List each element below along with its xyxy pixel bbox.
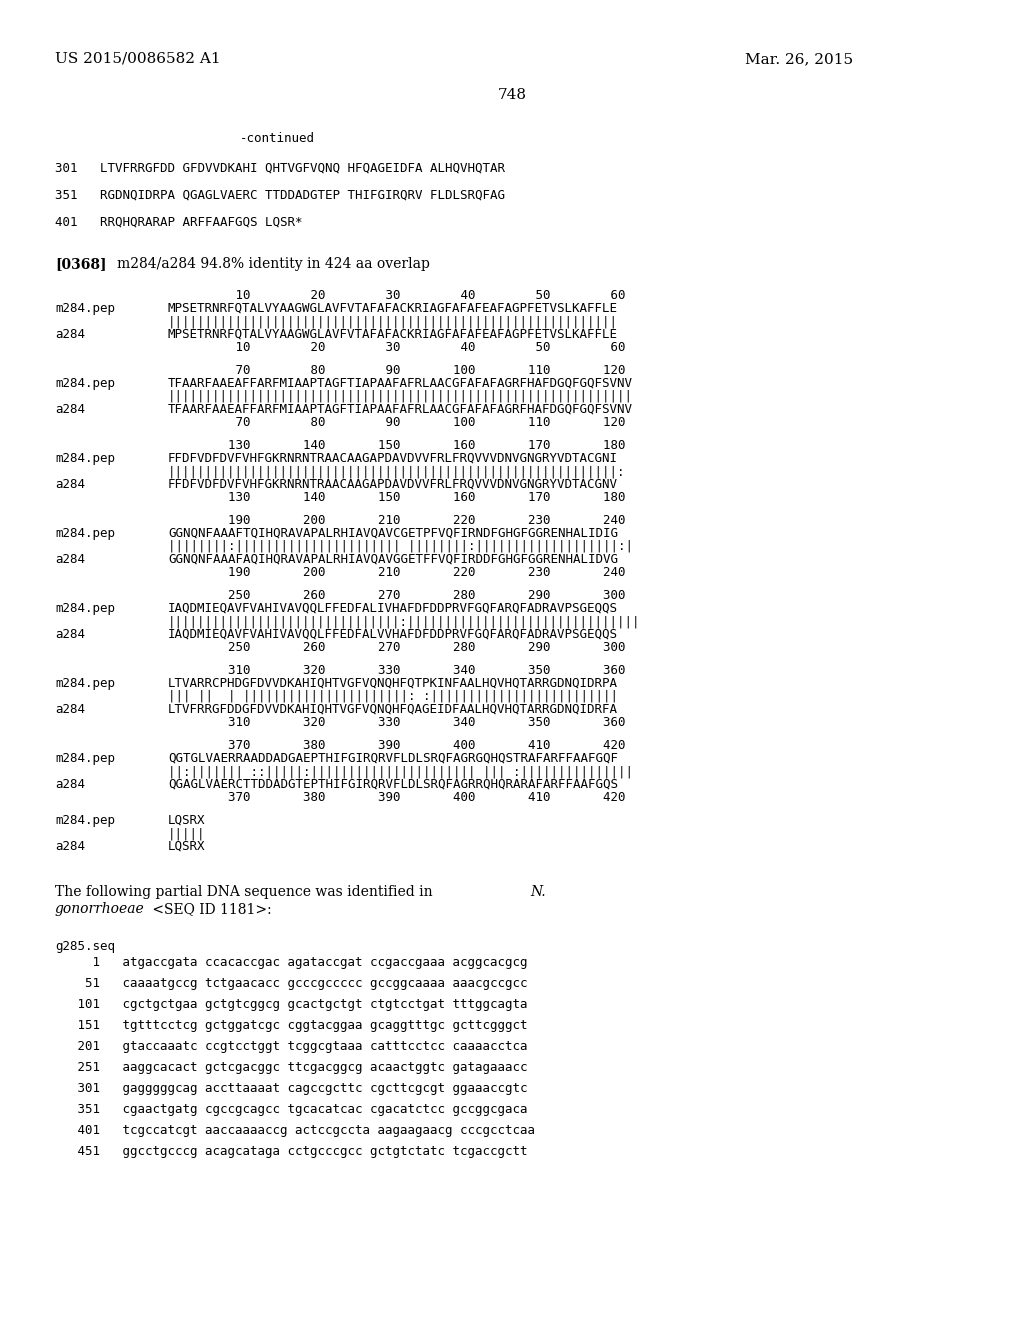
Text: m284.pep: m284.pep (55, 527, 115, 540)
Text: US 2015/0086582 A1: US 2015/0086582 A1 (55, 51, 220, 66)
Text: 250       260       270       280       290       300: 250 260 270 280 290 300 (168, 589, 626, 602)
Text: |||||: ||||| (168, 828, 206, 840)
Text: The following partial DNA sequence was identified in: The following partial DNA sequence was i… (55, 884, 437, 899)
Text: ||||||||:|||||||||||||||||||||| ||||||||:|||||||||||||||||||:|: ||||||||:|||||||||||||||||||||| ||||||||… (168, 540, 633, 553)
Text: TFAARFAAEAFFARFMIAAPTAGFTIAPAAFAFRLAACGFAFAFAGRFHAFDGQFGQFSVNV: TFAARFAAEAFFARFMIAAPTAGFTIAPAAFAFRLAACGF… (168, 403, 633, 416)
Text: a284: a284 (55, 403, 85, 416)
Text: 251   aaggcacact gctcgacggc ttcgacggcg acaactggtc gatagaaacc: 251 aaggcacact gctcgacggc ttcgacggcg aca… (55, 1061, 527, 1074)
Text: LTVFRRGFDDGFDVVDKAHIQHTVGFVQNQHFQAGEIDFAALHQVHQTARRGDNQIDRFA: LTVFRRGFDDGFDVVDKAHIQHTVGFVQNQHFQAGEIDFA… (168, 704, 618, 715)
Text: QGAGLVAERCTTDDADGTEPTHIFGIRQRVFLDLSRQFAGRRQHQRARAFARFFAAFGQS: QGAGLVAERCTTDDADGTEPTHIFGIRQRVFLDLSRQFAG… (168, 777, 618, 791)
Text: a284: a284 (55, 704, 85, 715)
Text: QGTGLVAERRAADDADGAEPTHIFGIRQRVFLDLSRQFAGRGQHQSTRAFARFFAAFGQF: QGTGLVAERRAADDADGAEPTHIFGIRQRVFLDLSRQFAG… (168, 752, 618, 766)
Text: ||| ||  | ||||||||||||||||||||||: :|||||||||||||||||||||||||: ||| || | ||||||||||||||||||||||: :||||||… (168, 690, 618, 704)
Text: 130       140       150       160       170       180: 130 140 150 160 170 180 (168, 491, 626, 504)
Text: IAQDMIEQAVFVAHIVAVQQLFFEDFALVVHAFDFDDPRVFGQFARQFADRAVPSGEQQS: IAQDMIEQAVFVAHIVAVQQLFFEDFALVVHAFDFDDPRV… (168, 628, 618, 642)
Text: 401   RRQHQRARAP ARFFAAFGQS LQSR*: 401 RRQHQRARAP ARFFAAFGQS LQSR* (55, 216, 302, 228)
Text: GGNQNFAAAFAQIHQRAVAPALRHIAVQAVGGETFFVQFIRDDFGHGFGGRENHALIDVG: GGNQNFAAAFAQIHQRAVAPALRHIAVQAVGGETFFVQFI… (168, 553, 618, 566)
Text: GGNQNFAAAFTQIHQRAVAPALRHIAVQAVCGETPFVQFIRNDFGHGFGGRENHALIDIG: GGNQNFAAAFTQIHQRAVAPALRHIAVQAVCGETPFVQFI… (168, 527, 618, 540)
Text: a284: a284 (55, 777, 85, 791)
Text: 101   cgctgctgaa gctgtcggcg gcactgctgt ctgtcctgat tttggcagta: 101 cgctgctgaa gctgtcggcg gcactgctgt ctg… (55, 998, 527, 1011)
Text: LQSRX: LQSRX (168, 840, 206, 853)
Text: -continued: -continued (240, 132, 315, 145)
Text: a284: a284 (55, 840, 85, 853)
Text: |||||||||||||||||||||||||||||||:|||||||||||||||||||||||||||||||: |||||||||||||||||||||||||||||||:||||||||… (168, 615, 640, 628)
Text: IAQDMIEQAVFVAHIVAVQQLFFEDFALIVHAFDFDDPRVFGQFARQFADRAVPSGEQQS: IAQDMIEQAVFVAHIVAVQQLFFEDFALIVHAFDFDDPRV… (168, 602, 618, 615)
Text: LQSRX: LQSRX (168, 814, 206, 828)
Text: 10        20        30        40        50        60: 10 20 30 40 50 60 (168, 289, 626, 302)
Text: m284.pep: m284.pep (55, 602, 115, 615)
Text: [0368]: [0368] (55, 257, 106, 271)
Text: 370       380       390       400       410       420: 370 380 390 400 410 420 (168, 739, 626, 752)
Text: 130       140       150       160       170       180: 130 140 150 160 170 180 (168, 440, 626, 451)
Text: 351   RGDNQIDRPA QGAGLVAERC TTDDADGTEP THIFGIRQRV FLDLSRQFAG: 351 RGDNQIDRPA QGAGLVAERC TTDDADGTEP THI… (55, 189, 505, 202)
Text: 70        80        90       100       110       120: 70 80 90 100 110 120 (168, 416, 626, 429)
Text: 301   gagggggcag accttaaaat cagccgcttc cgcttcgcgt ggaaaccgtc: 301 gagggggcag accttaaaat cagccgcttc cgc… (55, 1082, 527, 1096)
Text: ||||||||||||||||||||||||||||||||||||||||||||||||||||||||||||:: ||||||||||||||||||||||||||||||||||||||||… (168, 465, 626, 478)
Text: m284.pep: m284.pep (55, 302, 115, 315)
Text: a284: a284 (55, 478, 85, 491)
Text: a284: a284 (55, 553, 85, 566)
Text: m284.pep: m284.pep (55, 378, 115, 389)
Text: 1   atgaccgata ccacaccgac agataccgat ccgaccgaaa acggcacgcg: 1 atgaccgata ccacaccgac agataccgat ccgac… (55, 956, 527, 969)
Text: ||||||||||||||||||||||||||||||||||||||||||||||||||||||||||||||: ||||||||||||||||||||||||||||||||||||||||… (168, 389, 633, 403)
Text: 10        20        30        40        50        60: 10 20 30 40 50 60 (168, 341, 626, 354)
Text: m284/a284 94.8% identity in 424 aa overlap: m284/a284 94.8% identity in 424 aa overl… (117, 257, 430, 271)
Text: 370       380       390       400       410       420: 370 380 390 400 410 420 (168, 791, 626, 804)
Text: m284.pep: m284.pep (55, 677, 115, 690)
Text: 190       200       210       220       230       240: 190 200 210 220 230 240 (168, 513, 626, 527)
Text: <SEQ ID 1181>:: <SEQ ID 1181>: (148, 902, 271, 916)
Text: MPSETRNRFQTALVYAAGWGLAVFVTAFAFACKRIAGFAFAFEAFAGPFETVSLKAFFLE: MPSETRNRFQTALVYAAGWGLAVFVTAFAFACKRIAGFAF… (168, 327, 618, 341)
Text: m284.pep: m284.pep (55, 752, 115, 766)
Text: TFAARFAAEAFFARFMIAAPTAGFTIAPAAFAFRLAACGFAFAFAGRFHAFDGQFGQFSVNV: TFAARFAAEAFFARFMIAAPTAGFTIAPAAFAFRLAACGF… (168, 378, 633, 389)
Text: LTVARRCPHDGFDVVDKAHIQHTVGFVQNQHFQTPKINFAALHQVHQTARRGDNQIDRPA: LTVARRCPHDGFDVVDKAHIQHTVGFVQNQHFQTPKINFA… (168, 677, 618, 690)
Text: 748: 748 (498, 88, 526, 102)
Text: m284.pep: m284.pep (55, 451, 115, 465)
Text: g285.seq: g285.seq (55, 940, 115, 953)
Text: 301   LTVFRRGFDD GFDVVDKAHI QHTVGFVQNQ HFQAGEIDFA ALHQVHQTAR: 301 LTVFRRGFDD GFDVVDKAHI QHTVGFVQNQ HFQ… (55, 162, 505, 176)
Text: 201   gtaccaaatc ccgtcctggt tcggcgtaaa catttcctcc caaaacctca: 201 gtaccaaatc ccgtcctggt tcggcgtaaa cat… (55, 1040, 527, 1053)
Text: N.: N. (530, 884, 546, 899)
Text: ||||||||||||||||||||||||||||||||||||||||||||||||||||||||||||: ||||||||||||||||||||||||||||||||||||||||… (168, 315, 618, 327)
Text: ||:||||||| ::|||||:|||||||||||||||||||||| ||| :|||||||||||||||: ||:||||||| ::|||||:|||||||||||||||||||||… (168, 766, 633, 777)
Text: a284: a284 (55, 327, 85, 341)
Text: 190       200       210       220       230       240: 190 200 210 220 230 240 (168, 566, 626, 579)
Text: MPSETRNRFQTALVYAAGWGLAVFVTAFAFACKRIAGFAFAFEAFAGPFETVSLKAFFLE: MPSETRNRFQTALVYAAGWGLAVFVTAFAFACKRIAGFAF… (168, 302, 618, 315)
Text: Mar. 26, 2015: Mar. 26, 2015 (745, 51, 853, 66)
Text: FFDFVDFDVFVHFGKRNRNTRAACAAGAPDAVDVVFRLFRQVVVDNVGNGRYVDTACGNI: FFDFVDFDVFVHFGKRNRNTRAACAAGAPDAVDVVFRLFR… (168, 451, 618, 465)
Text: 70        80        90       100       110       120: 70 80 90 100 110 120 (168, 364, 626, 378)
Text: 351   cgaactgatg cgccgcagcc tgcacatcac cgacatctcc gccggcgaca: 351 cgaactgatg cgccgcagcc tgcacatcac cga… (55, 1104, 527, 1115)
Text: gonorrhoeae: gonorrhoeae (55, 902, 144, 916)
Text: m284.pep: m284.pep (55, 814, 115, 828)
Text: 310       320       330       340       350       360: 310 320 330 340 350 360 (168, 715, 626, 729)
Text: 51   caaaatgccg tctgaacacc gcccgccccc gccggcaaaa aaacgccgcc: 51 caaaatgccg tctgaacacc gcccgccccc gccg… (55, 977, 527, 990)
Text: 151   tgtttcctcg gctggatcgc cggtacggaa gcaggtttgc gcttcgggct: 151 tgtttcctcg gctggatcgc cggtacggaa gca… (55, 1019, 527, 1032)
Text: 310       320       330       340       350       360: 310 320 330 340 350 360 (168, 664, 626, 677)
Text: 250       260       270       280       290       300: 250 260 270 280 290 300 (168, 642, 626, 653)
Text: FFDFVDFDVFVHFGKRNRNTRAACAAGAPDAVDVVFRLFRQVVVDNVGNGRYVDTACGNV: FFDFVDFDVFVHFGKRNRNTRAACAAGAPDAVDVVFRLFR… (168, 478, 618, 491)
Text: a284: a284 (55, 628, 85, 642)
Text: 451   ggcctgcccg acagcataga cctgcccgcc gctgtctatc tcgaccgctt: 451 ggcctgcccg acagcataga cctgcccgcc gct… (55, 1144, 527, 1158)
Text: 401   tcgccatcgt aaccaaaaccg actccgccta aagaagaacg cccgcctcaa: 401 tcgccatcgt aaccaaaaccg actccgccta aa… (55, 1125, 535, 1137)
